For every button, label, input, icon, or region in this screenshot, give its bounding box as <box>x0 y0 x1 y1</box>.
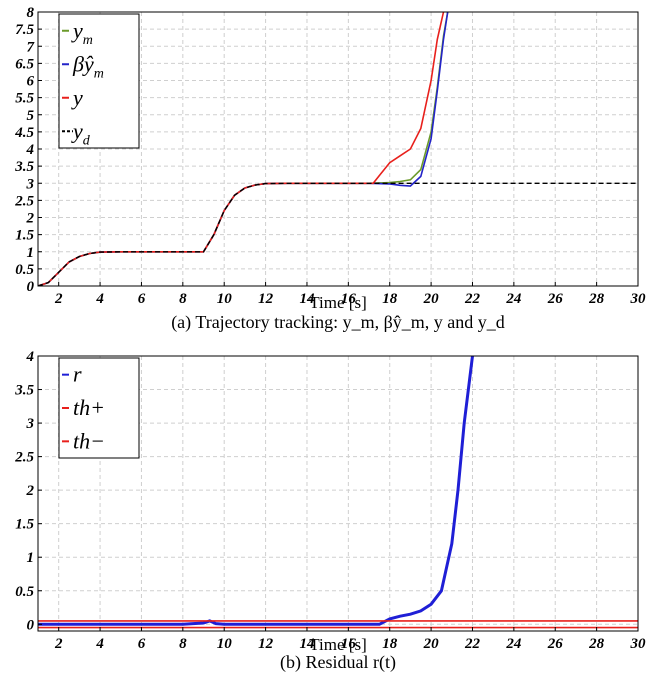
y-tick-label: 1.5 <box>15 517 34 533</box>
legend-label: th− <box>73 428 105 453</box>
x-tick-label: 12 <box>258 291 274 307</box>
y-tick-label: 3 <box>26 176 35 192</box>
x-tick-label: 30 <box>630 291 647 307</box>
x-axis-title: Time [s] <box>309 635 366 654</box>
y-tick-label: 2 <box>26 483 35 499</box>
legend-label: βŷm​ <box>72 51 104 81</box>
x-tick-label: 24 <box>505 291 522 307</box>
x-tick-label: 16 <box>341 636 357 652</box>
y-tick-label: 2 <box>26 211 35 227</box>
y-tick-label: 6.5 <box>15 56 34 72</box>
y-tick-label: 2.5 <box>14 450 34 466</box>
x-tick-label: 26 <box>547 636 564 652</box>
series-line-r <box>38 356 474 626</box>
y-tick-label: 1 <box>27 550 35 566</box>
legend-box <box>58 357 140 459</box>
y-tick-label: 7.5 <box>15 22 34 38</box>
y-tick-label: 3.5 <box>14 159 34 175</box>
x-tick-label: 12 <box>258 636 274 652</box>
series-line-y_d <box>38 182 638 286</box>
x-tick-label: 8 <box>179 291 187 307</box>
x-tick-label: 4 <box>95 636 104 652</box>
plot-frame <box>37 355 639 632</box>
x-tick-label: 18 <box>382 291 398 307</box>
y-tick-label: 7 <box>27 39 35 55</box>
y-tick-label: 2.5 <box>14 193 34 209</box>
y-tick-label: 5 <box>27 108 35 124</box>
y-tick-label: 0 <box>27 279 35 295</box>
x-tick-label: 8 <box>179 636 187 652</box>
figure-caption: (a) Trajectory tracking: y_m, βŷ_m, y an… <box>171 312 505 333</box>
x-tick-label: 4 <box>95 291 104 307</box>
x-tick-label: 28 <box>588 291 605 307</box>
legend: ym​ βŷm​ y yd​ <box>58 13 140 149</box>
chart-panel-2: 2 4 6 8 10 12 14 16 18 20 22 24 26 28 3000.511.522.533… <box>14 349 646 673</box>
legend-label: yd​ <box>71 118 91 148</box>
legend-box <box>58 13 140 149</box>
y-tick-label: 4.5 <box>14 125 34 141</box>
x-tick-label: 20 <box>423 636 440 652</box>
series-group <box>38 356 638 629</box>
series-group <box>38 12 638 286</box>
legend-label: y <box>71 85 83 110</box>
x-tick-label: 26 <box>547 291 564 307</box>
x-tick-label: 24 <box>505 636 522 652</box>
y-tick-label: 4 <box>26 142 35 158</box>
y-tick-label: 6 <box>27 74 35 90</box>
y-tick-label: 1 <box>27 245 35 261</box>
figure-caption: (b) Residual r(t) <box>280 652 396 673</box>
x-tick-label: 14 <box>299 636 315 652</box>
legend: r th+ th− <box>58 357 140 459</box>
x-tick-label: 6 <box>138 636 146 652</box>
y-tick-label: 8 <box>27 5 35 21</box>
x-tick-label: 20 <box>423 291 440 307</box>
y-tick-label: 1.5 <box>15 228 34 244</box>
x-tick-label: 18 <box>382 636 398 652</box>
y-tick-label: 0.5 <box>15 584 34 600</box>
x-axis-title: Time [s] <box>309 293 366 312</box>
x-tick-label: 30 <box>630 636 647 652</box>
legend-label: ym​ <box>71 18 93 48</box>
y-tick-label: 0.5 <box>15 262 34 278</box>
x-tick-label: 16 <box>341 291 357 307</box>
chart-panel-1: 2 4 6 8 10 12 14 16 18 20 22 24 26 28 3000.511.522.533… <box>14 5 646 333</box>
y-tick-label: 3.5 <box>14 383 34 399</box>
x-tick-label: 14 <box>299 291 315 307</box>
y-tick-label: 5.5 <box>15 91 34 107</box>
x-tick-label: 6 <box>138 291 146 307</box>
y-tick-label: 3 <box>26 416 35 432</box>
legend-label: th+ <box>73 395 105 420</box>
x-tick-label: 28 <box>588 636 605 652</box>
x-tick-label: 2 <box>54 636 63 652</box>
x-tick-label: 10 <box>217 291 233 307</box>
legend-label: r <box>73 362 82 387</box>
x-tick-label: 2 <box>54 291 63 307</box>
y-tick-label: 4 <box>26 349 35 365</box>
y-tick-label: 0 <box>27 617 35 633</box>
x-tick-label: 22 <box>464 291 481 307</box>
x-tick-label: 22 <box>464 636 481 652</box>
x-tick-label: 10 <box>217 636 233 652</box>
